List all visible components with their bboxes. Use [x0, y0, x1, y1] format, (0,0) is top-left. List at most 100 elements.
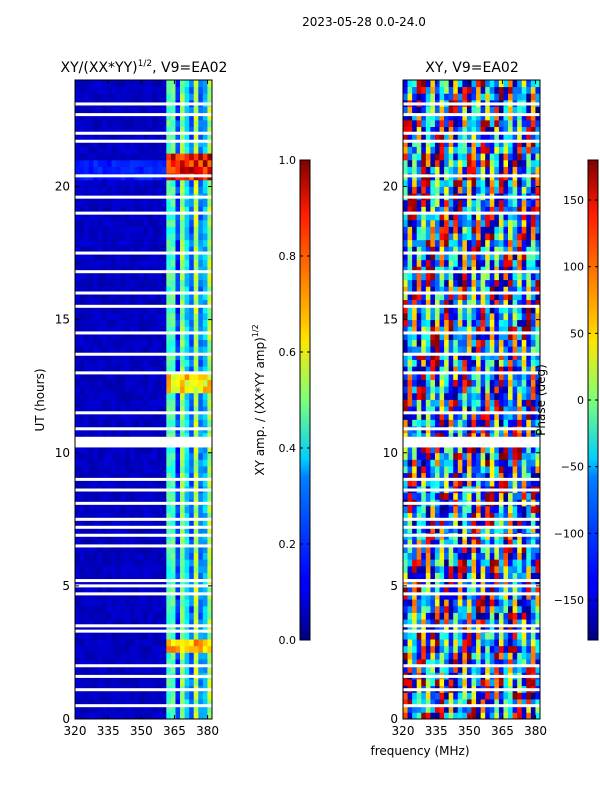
heatmap-cell: [79, 479, 85, 487]
heatmap-cell: [512, 545, 518, 553]
heatmap-cell: [148, 306, 154, 314]
heatmap-cell: [106, 446, 112, 454]
heatmap-cell: [434, 279, 440, 287]
heatmap-cell: [412, 286, 418, 294]
heatmap-cell: [530, 659, 536, 667]
heatmap-cell: [193, 219, 199, 227]
heatmap-cell: [161, 632, 167, 640]
heatmap-cell: [512, 392, 518, 400]
heatmap-cell: [97, 446, 103, 454]
heatmap-cell: [111, 93, 117, 101]
heatmap-cell: [407, 379, 413, 387]
heatmap-cell: [166, 539, 172, 547]
heatmap-cell: [434, 346, 440, 354]
heatmap-cell: [508, 386, 513, 394]
heatmap-cell: [198, 372, 204, 380]
heatmap-cell: [403, 419, 408, 427]
heatmap-cell: [106, 159, 112, 167]
heatmap-cell: [111, 712, 117, 720]
heatmap-cell: [198, 659, 204, 667]
heatmap-cell: [106, 359, 112, 367]
heatmap-cell: [175, 679, 181, 687]
heatmap-cell: [75, 559, 80, 567]
heatmap-cell: [494, 392, 500, 400]
heatmap-cell: [129, 372, 135, 380]
heatmap-cell: [166, 492, 172, 500]
heatmap-cell: [535, 319, 541, 327]
heatmap-cell: [84, 319, 90, 327]
heatmap-cell: [526, 679, 532, 687]
heatmap-cell: [143, 432, 149, 440]
heatmap-cell: [489, 286, 495, 294]
heatmap-cell: [84, 585, 90, 593]
heatmap-cell: [466, 306, 472, 314]
heatmap-cell: [184, 712, 190, 720]
heatmap-cell: [180, 399, 185, 407]
heatmap-cell: [480, 612, 486, 620]
heatmap-cell: [407, 539, 413, 547]
heatmap-cell: [198, 159, 204, 167]
heatmap-cell: [444, 352, 450, 360]
heatmap-cell: [494, 319, 500, 327]
heatmap-cell: [494, 705, 500, 713]
heatmap-cell: [97, 399, 103, 407]
heatmap-cell: [526, 432, 532, 440]
heatmap-cell: [535, 306, 541, 314]
heatmap-cell: [138, 399, 144, 407]
heatmap-cell: [88, 699, 94, 707]
left-title-exp: 1/2: [138, 59, 152, 69]
heatmap-cell: [444, 705, 450, 713]
heatmap-cell: [116, 166, 122, 174]
heatmap-cell: [457, 579, 463, 587]
heatmap-cell: [416, 293, 422, 301]
heatmap-cell: [129, 665, 135, 673]
heatmap-cell: [143, 479, 149, 487]
heatmap-cell: [180, 326, 185, 334]
heatmap-cell: [489, 319, 495, 327]
heatmap-cell: [434, 565, 440, 573]
heatmap-cell: [148, 366, 154, 374]
heatmap-cell: [189, 419, 195, 427]
heatmap-cell: [184, 539, 190, 547]
heatmap-cell: [157, 253, 163, 261]
heatmap-cell: [403, 559, 408, 567]
heatmap-cell: [93, 619, 99, 627]
heatmap-cell: [143, 459, 149, 467]
heatmap-cell: [75, 605, 80, 613]
heatmap-cell: [125, 545, 131, 553]
heatmap-cell: [198, 113, 204, 121]
heatmap-cell: [170, 372, 176, 380]
heatmap-cell: [403, 466, 408, 474]
heatmap-cell: [102, 525, 108, 534]
heatmap-cell: [489, 392, 495, 400]
heatmap-cell: [412, 279, 418, 287]
heatmap-cell: [462, 652, 468, 660]
heatmap-cell: [535, 572, 541, 580]
heatmap-cell: [439, 652, 445, 660]
heatmap-cell: [498, 299, 504, 307]
heatmap-cell: [138, 366, 144, 374]
heatmap-cell: [120, 545, 126, 553]
heatmap-cell: [97, 699, 103, 707]
heatmap-cell: [189, 352, 195, 360]
heatmap-cell: [97, 392, 103, 400]
heatmap-cell: [84, 106, 90, 114]
heatmap-cell: [457, 525, 463, 534]
left-colorbar-label: XY amp. / (XX*YY amp)1/2: [251, 324, 267, 475]
heatmap-cell: [198, 293, 204, 301]
heatmap-cell: [430, 306, 436, 314]
heatmap-cell: [466, 599, 472, 607]
heatmap-cell: [84, 339, 90, 347]
heatmap-cell: [462, 705, 468, 713]
heatmap-cell: [170, 545, 176, 553]
heatmap-cell: [512, 572, 518, 580]
heatmap-cell: [120, 612, 126, 620]
flagged-interval: [75, 102, 212, 106]
heatmap-cell: [430, 659, 436, 667]
heatmap-cell: [444, 525, 450, 534]
heatmap-cell: [207, 665, 213, 673]
heatmap-cell: [412, 712, 418, 720]
heatmap-cell: [170, 432, 176, 440]
heatmap-cell: [462, 492, 468, 500]
heatmap-cell: [430, 279, 436, 287]
